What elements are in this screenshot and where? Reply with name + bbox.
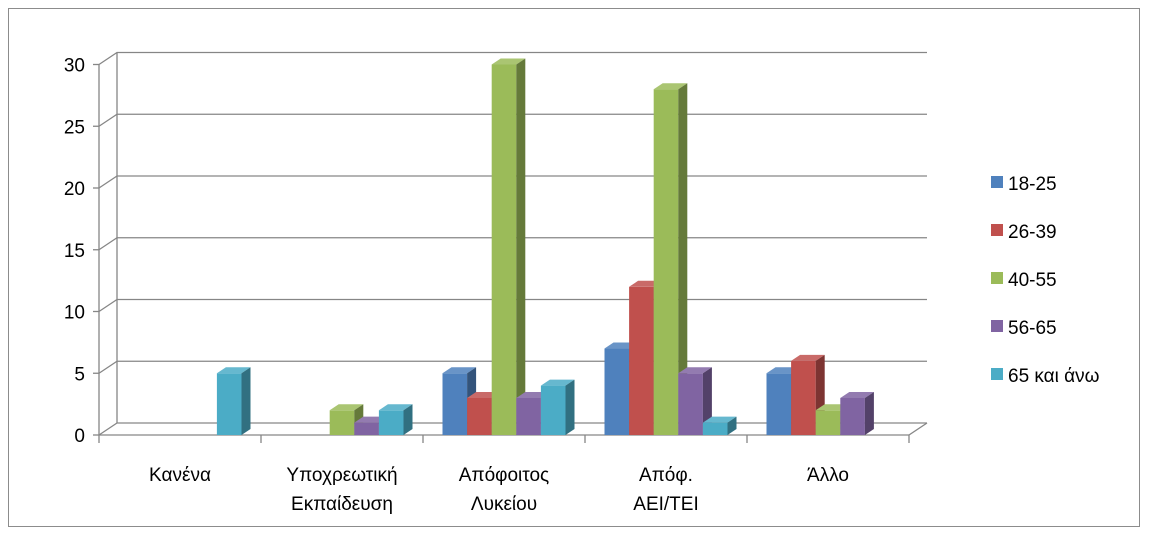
bar bbox=[653, 83, 688, 435]
bar-front bbox=[442, 373, 468, 435]
chart-area: 0 5 10 15 20 25 30 Κανένα Υποχρεωτική Εκπαίδευση Α… bbox=[8, 8, 1140, 527]
x-tick-label: Απόφ. bbox=[639, 465, 693, 486]
y-tick-label: 0 bbox=[74, 426, 85, 447]
legend-label: 65 και άνω bbox=[1008, 366, 1100, 387]
legend-item: 65 και άνω bbox=[991, 366, 1100, 387]
bar-side bbox=[516, 58, 526, 435]
legend-swatch bbox=[991, 272, 1003, 284]
legend-label: 40-55 bbox=[1008, 270, 1057, 291]
legend-item: 56-65 bbox=[991, 318, 1057, 339]
bar-front bbox=[216, 373, 242, 435]
bar-side bbox=[702, 367, 712, 435]
bar-top bbox=[791, 354, 825, 361]
bar bbox=[840, 391, 874, 435]
bar bbox=[378, 404, 413, 435]
legend-item: 26-39 bbox=[991, 222, 1057, 243]
floor-edge bbox=[908, 422, 928, 436]
bar-top bbox=[678, 367, 712, 374]
bars bbox=[216, 58, 874, 435]
bar-side bbox=[678, 83, 688, 435]
x-axis: Κανένα Υποχρεωτική Εκπαίδευση Απόφοιτος Λυκε… bbox=[98, 435, 910, 515]
bar-top bbox=[442, 367, 477, 374]
y-tick-label: 5 bbox=[74, 364, 85, 385]
x-tick-label: Κανένα bbox=[149, 465, 211, 486]
bar-side bbox=[241, 367, 251, 435]
y-tick-label: 10 bbox=[64, 303, 85, 324]
bar bbox=[540, 379, 575, 435]
legend-swatch bbox=[991, 224, 1003, 236]
bar-top bbox=[378, 404, 413, 411]
bar-top bbox=[216, 367, 251, 374]
legend-item: 40-55 bbox=[991, 270, 1057, 291]
bar-front bbox=[629, 286, 654, 435]
x-tick-label: Υποχρεωτική bbox=[286, 465, 397, 486]
bar-front bbox=[354, 422, 379, 435]
bar-front bbox=[329, 410, 355, 435]
legend-label: 26-39 bbox=[1008, 222, 1057, 243]
bar-front bbox=[467, 397, 492, 435]
bar bbox=[678, 367, 712, 435]
y-tick-label: 15 bbox=[64, 241, 85, 262]
bar-front bbox=[791, 360, 816, 435]
bar-front bbox=[604, 348, 630, 435]
bar-front bbox=[840, 397, 865, 435]
legend-swatch bbox=[991, 176, 1003, 188]
bar bbox=[491, 58, 526, 435]
y-tick-label: 30 bbox=[64, 56, 85, 77]
bar-chart: 0 5 10 15 20 25 30 Κανένα Υποχρεωτική Εκπαίδευση Α… bbox=[64, 51, 1100, 515]
bar-front bbox=[678, 373, 703, 435]
x-tick-label: Άλλο bbox=[807, 465, 849, 486]
legend-label: 18-25 bbox=[1008, 174, 1057, 195]
bar-front bbox=[540, 385, 566, 435]
x-tick-label: Απόφοιτος bbox=[459, 465, 549, 486]
bar-side bbox=[565, 379, 575, 435]
bar-top bbox=[840, 391, 874, 398]
bar-side bbox=[864, 391, 874, 435]
x-tick-label: ΑΕΙ/ΤΕΙ bbox=[633, 494, 698, 515]
bar-front bbox=[378, 410, 404, 435]
y-tick-label: 20 bbox=[64, 179, 85, 200]
bar-side bbox=[403, 404, 413, 435]
bar-top bbox=[329, 404, 364, 411]
bar bbox=[702, 416, 737, 435]
bar-top bbox=[540, 379, 575, 386]
x-tick-label: Εκπαίδευση bbox=[291, 494, 393, 515]
legend-swatch bbox=[991, 320, 1003, 332]
legend: 18-25 26-39 40-55 56-65 65 και άνω bbox=[991, 174, 1100, 387]
y-axis: 0 5 10 15 20 25 30 bbox=[64, 56, 99, 447]
bar-front bbox=[653, 89, 679, 435]
legend-item: 18-25 bbox=[991, 174, 1057, 195]
legend-label: 56-65 bbox=[1008, 318, 1057, 339]
bar bbox=[216, 367, 251, 435]
bar-front bbox=[516, 397, 541, 435]
bar-side bbox=[727, 416, 737, 435]
bar-front bbox=[766, 373, 792, 435]
bar-front bbox=[815, 410, 841, 435]
legend-swatch bbox=[991, 368, 1003, 380]
x-tick-label: Λυκείου bbox=[471, 494, 537, 515]
bar-top bbox=[702, 416, 737, 423]
y-tick-label: 25 bbox=[64, 117, 85, 138]
bar-front bbox=[491, 64, 517, 435]
bar-front bbox=[702, 422, 728, 435]
bar-top bbox=[653, 83, 688, 90]
bar-top bbox=[491, 58, 526, 65]
